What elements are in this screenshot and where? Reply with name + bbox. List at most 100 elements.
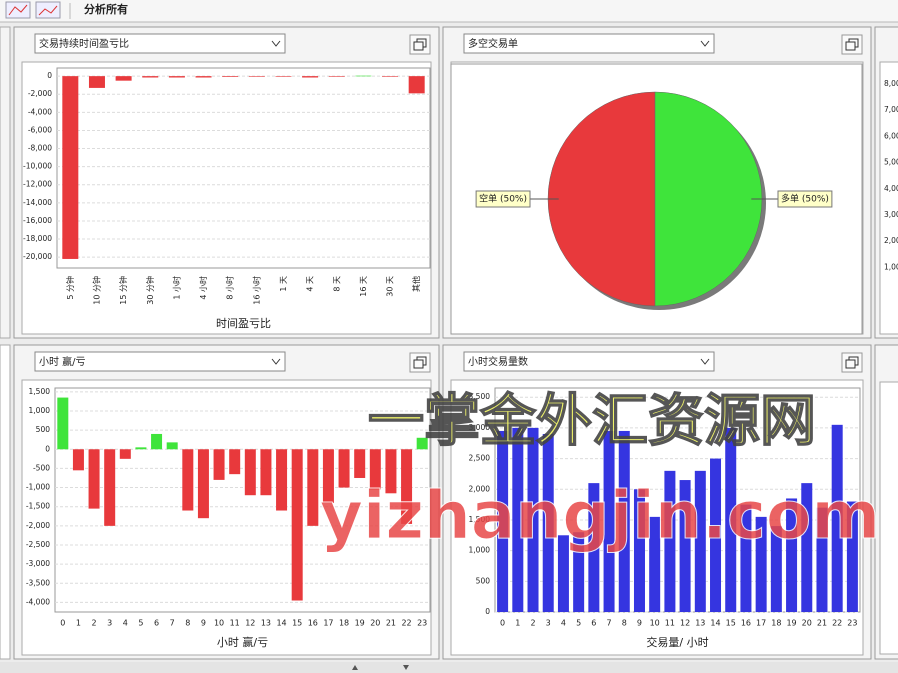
x-tick-label: 16 天: [359, 276, 368, 297]
y-tick-label: 5,00: [884, 158, 898, 167]
x-tick-label: 22: [832, 619, 842, 628]
partial-chart-area: [879, 381, 898, 655]
x-tick-label: 18: [339, 619, 349, 628]
x-tick-label: 20: [802, 619, 812, 628]
bar: [182, 449, 194, 511]
bar: [725, 427, 737, 612]
plot-area: [494, 387, 861, 613]
x-tick-label: 3: [546, 619, 551, 628]
x-tick-label: 5: [576, 619, 581, 628]
dropdown[interactable]: [463, 33, 715, 54]
icon-frame: [35, 1, 61, 19]
bar: [88, 76, 105, 88]
left-panel: [0, 344, 11, 660]
x-tick-label: 5 分钟: [65, 276, 75, 300]
x-tick-label: 15: [726, 619, 736, 628]
y-tick-label: -16,000: [23, 216, 52, 225]
bar: [244, 449, 256, 496]
bar: [354, 449, 366, 478]
x-tick-label: 30 分钟: [145, 276, 155, 305]
x-tick-label: 22: [401, 619, 411, 628]
bar: [328, 76, 345, 77]
slice-label: 空单 (50%): [479, 193, 527, 205]
toolbar-icon[interactable]: [35, 1, 61, 19]
dropdown[interactable]: [34, 33, 286, 54]
y-tick-label: -500: [33, 463, 50, 472]
icon-line: [8, 4, 28, 16]
y-tick-label: 1,500: [29, 387, 51, 396]
bar: [166, 442, 178, 450]
splitter-down[interactable]: [403, 665, 409, 670]
x-tick-label: 23: [847, 619, 857, 628]
watermark: yizhangjin.com: [320, 477, 880, 554]
bar: [649, 516, 661, 612]
bar: [213, 449, 225, 480]
bar: [151, 433, 163, 450]
bar: [62, 76, 79, 259]
restore-icon: [413, 41, 424, 51]
splitter-up[interactable]: [352, 665, 358, 670]
bar: [276, 449, 288, 511]
toolbar-icon[interactable]: [5, 1, 31, 19]
y-tick-label: 1,00: [884, 262, 898, 271]
y-tick-label: 0: [45, 444, 50, 453]
left-scrollbar[interactable]: [0, 26, 11, 339]
bar: [573, 532, 585, 612]
y-tick-label: -3,500: [26, 578, 50, 587]
x-tick-label: 16: [741, 619, 751, 628]
bar: [542, 434, 554, 612]
y-tick-label: 4,00: [884, 184, 898, 193]
y-tick-label: -2,000: [26, 521, 50, 530]
dropdown-arrow: [700, 358, 710, 365]
x-tick-label: 8: [622, 619, 627, 628]
bar: [527, 427, 539, 612]
bar: [291, 449, 303, 601]
bar: [408, 76, 425, 94]
bar: [385, 449, 397, 494]
x-tick-label: 11: [665, 619, 675, 628]
bar: [633, 489, 645, 612]
x-tick-label: 15: [292, 619, 302, 628]
x-tick-label: 10: [214, 619, 224, 628]
bar: [88, 449, 100, 509]
x-tick-label: 17: [323, 619, 333, 628]
y-tick-label: 0: [485, 607, 490, 616]
x-axis-title: 时间盈亏比: [216, 317, 271, 330]
bar: [603, 430, 615, 612]
plot-area: [54, 387, 431, 613]
x-tick-label: 19: [786, 619, 796, 628]
bar: [816, 507, 828, 612]
bar: [355, 75, 372, 77]
bar: [307, 449, 319, 526]
x-tick-label: 4 小时: [198, 276, 208, 300]
x-tick-label: 4 天: [306, 276, 315, 292]
dropdown[interactable]: [463, 351, 715, 372]
toolbar: [0, 0, 898, 22]
x-tick-label: 10 分钟: [91, 276, 101, 305]
y-tick-label: -3,000: [26, 559, 50, 568]
y-tick-label: 500: [476, 576, 491, 585]
x-tick-label: 23: [417, 619, 427, 628]
bar: [618, 430, 630, 612]
restore-icon: [413, 359, 424, 369]
x-tick-label: 1: [515, 619, 520, 628]
bar: [831, 424, 843, 612]
bar: [142, 76, 159, 78]
x-tick-label: 7: [170, 619, 175, 628]
bar: [846, 501, 858, 612]
x-tick-label: 1: [76, 619, 81, 628]
x-tick-label: 4: [123, 619, 128, 628]
bar: [135, 447, 147, 450]
restore-icon: [845, 41, 856, 51]
dropdown-arrow: [271, 40, 281, 47]
bar: [664, 470, 676, 612]
x-tick-label: 12: [680, 619, 690, 628]
dropdown-arrow: [271, 358, 281, 365]
bar: [786, 498, 798, 612]
x-tick-label: 18: [771, 619, 781, 628]
x-tick-label: 6: [591, 619, 596, 628]
bar: [168, 76, 185, 78]
bar: [57, 397, 69, 450]
x-axis-title: 小时 赢/亏: [217, 635, 268, 649]
dropdown[interactable]: [34, 351, 286, 372]
